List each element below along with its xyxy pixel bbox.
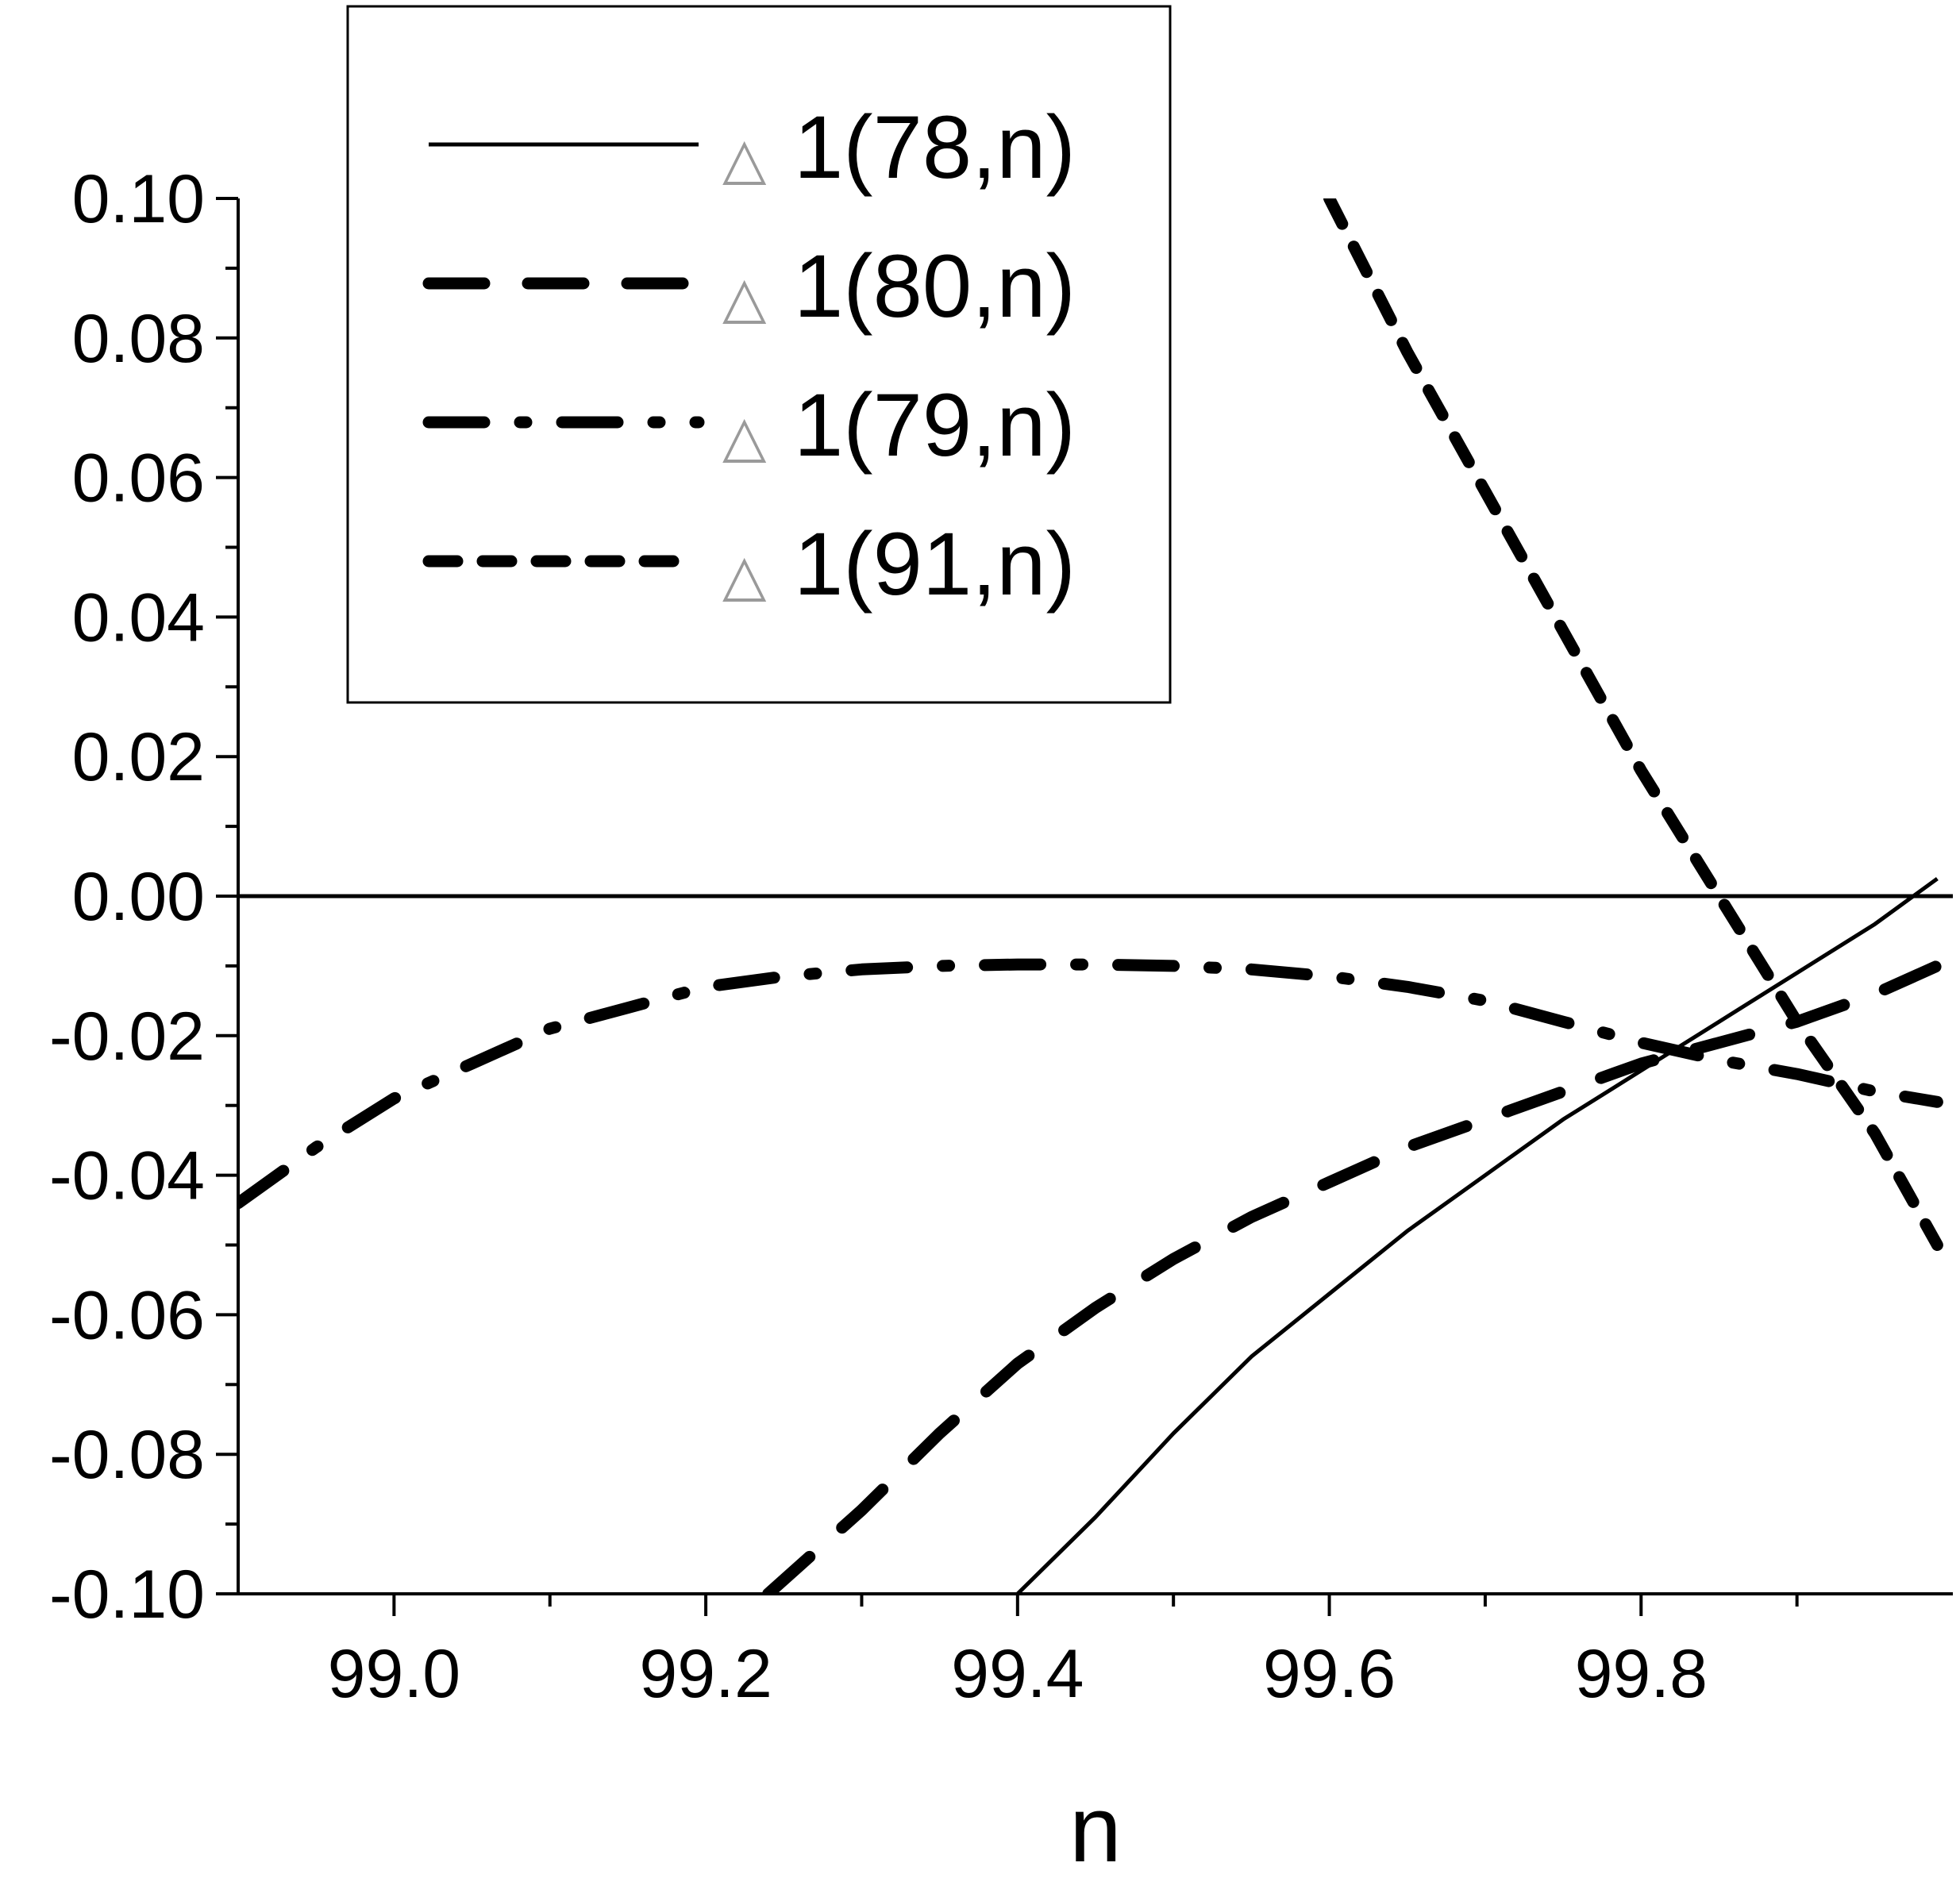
legend-label-1-91-n: 1(91,n) <box>794 514 1076 614</box>
y-tick-labels: 0.10 0.08 0.06 0.04 0.02 0.00 -0.02 -0.04 -0.06 -… <box>49 161 205 1633</box>
x-tick-label: 99.6 <box>1263 1636 1396 1712</box>
y-tick-label: 0.00 <box>72 859 205 935</box>
series-layer <box>238 198 1943 1595</box>
series-line-1-91-n <box>1323 198 1943 1251</box>
x-tick-label: 99.0 <box>328 1636 460 1712</box>
y-tick-label: -0.06 <box>49 1277 205 1353</box>
x-tick-label: 99.4 <box>951 1636 1084 1712</box>
x-tick-labels: 99.0 99.2 99.4 99.6 99.8 <box>328 1636 1708 1712</box>
legend-box <box>346 5 1172 704</box>
x-tick-label: 99.2 <box>639 1636 772 1712</box>
x-tick-label: 99.8 <box>1575 1636 1708 1712</box>
y-tick-label: -0.02 <box>49 999 205 1075</box>
y-tick-label: 0.02 <box>72 719 205 795</box>
y-tick-label: 0.06 <box>72 441 205 517</box>
series-line-1-78-n <box>1016 876 1939 1595</box>
legend-triangle-symbol: △ <box>722 544 767 607</box>
series-line-1-79-n <box>238 958 1943 1210</box>
legend-label-1-78-n: 1(78,n) <box>794 98 1076 197</box>
series-line-1-80-n <box>762 960 1943 1595</box>
y-tick-label: 0.08 <box>72 301 205 377</box>
y-tick-label: -0.10 <box>49 1557 205 1633</box>
legend-triangle-symbol: △ <box>722 405 767 468</box>
legend-label-1-79-n: 1(79,n) <box>794 375 1076 475</box>
y-tick-label: 0.04 <box>72 579 205 656</box>
y-tick-label: -0.04 <box>49 1138 205 1214</box>
legend-items: △ 1(78,n) △ 1(80,n) △ 1(79,n) △ 1(91,n) <box>422 98 1076 614</box>
legend-label-1-80-n: 1(80,n) <box>794 237 1076 336</box>
legend-triangle-symbol: △ <box>722 127 767 190</box>
legend: △ 1(78,n) △ 1(80,n) △ 1(79,n) △ 1(91,n) <box>346 5 1172 704</box>
axis-ticks <box>216 197 1799 1616</box>
y-tick-label: 0.10 <box>72 161 205 237</box>
y-tick-label: -0.08 <box>49 1417 205 1493</box>
legend-triangle-symbol: △ <box>722 266 767 329</box>
x-axis-title: n <box>1069 1777 1122 1878</box>
